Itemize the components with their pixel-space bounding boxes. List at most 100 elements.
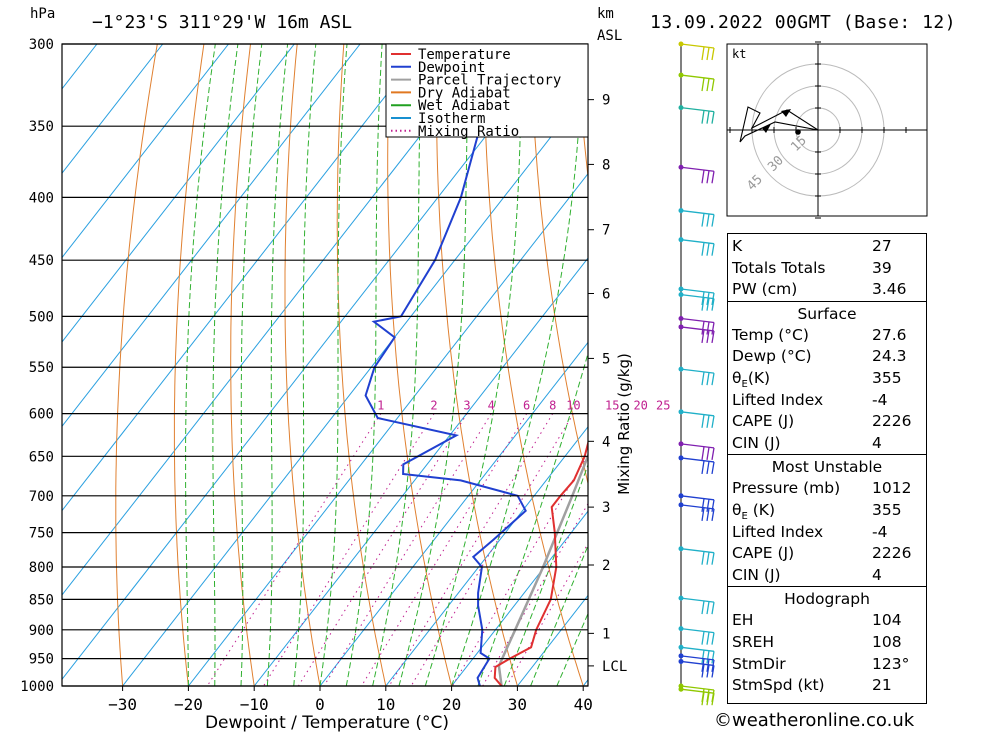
wind-barb — [678, 658, 715, 678]
mu-pressure-label: Pressure (mb) — [732, 479, 841, 498]
wet-adiabat-line — [240, 44, 263, 686]
pressure-tick-label: 350 — [29, 119, 54, 135]
height-tick-label: 4 — [602, 434, 610, 450]
wind-barb-flag — [701, 498, 705, 512]
temperature-tick-label: 0 — [315, 695, 325, 714]
mixing-ratio-line — [388, 413, 554, 686]
wind-barb-flag — [711, 322, 715, 335]
isotherm-line — [62, 44, 164, 174]
wind-barb-flag — [701, 213, 705, 227]
hodograph-unit-label: kt — [732, 47, 746, 61]
wind-barb-flag — [701, 329, 705, 344]
mixing-ratio-label: 10 — [566, 399, 580, 413]
wind-barb — [678, 324, 715, 344]
wind-barb-flag — [711, 47, 715, 61]
pressure-tick-label: 800 — [29, 560, 54, 576]
wind-barb-flag — [706, 508, 710, 521]
legend-label: Mixing Ratio — [418, 124, 519, 140]
wet-adiabat-line — [185, 44, 216, 686]
wind-barb-flag — [701, 460, 705, 475]
wind-barb — [678, 502, 715, 521]
indices-section: K 27 Totals Totals 39 PW (cm) 3.46 — [728, 234, 926, 301]
eh-label: EH — [732, 611, 754, 630]
mixing-ratio-label: 6 — [523, 399, 530, 413]
wind-barb-flag — [706, 499, 710, 512]
legend-label: Dewpoint — [418, 60, 485, 76]
legend-label: Dry Adiabat — [418, 85, 511, 101]
wind-barb-flag — [711, 298, 715, 311]
wind-barb-flag — [706, 330, 710, 344]
wind-barb — [678, 441, 715, 460]
pressure-tick-label: 650 — [29, 449, 54, 465]
wind-barb-flag — [711, 632, 715, 645]
wind-barb-staff — [680, 597, 715, 603]
wind-barb-flag — [711, 693, 715, 706]
eh-value: 104 — [872, 611, 902, 630]
isotherm-line — [62, 44, 493, 596]
wind-barb-flag — [701, 297, 705, 311]
isotherm-line — [188, 172, 588, 686]
wind-barb-staff — [680, 411, 715, 417]
pressure-tick-label: 850 — [29, 592, 54, 608]
wind-barb-flag — [701, 77, 705, 92]
copyright-link[interactable]: ©weatheronline.co.uk — [714, 710, 915, 731]
dry-adiabat-line — [576, 44, 588, 181]
asl-unit-label: ASL — [597, 28, 622, 44]
wind-barb — [678, 626, 715, 645]
hodograph-title: Hodograph — [784, 590, 870, 609]
stmspd-label: StmSpd (kt) — [732, 676, 825, 695]
wind-barb-flag — [701, 691, 705, 706]
wind-barb-flag — [711, 552, 715, 565]
height-tick-label: LCL — [602, 659, 627, 675]
wind-barb-flag — [706, 552, 710, 565]
height-tick-label: 3 — [602, 500, 610, 516]
mu-cin-value: 4 — [872, 565, 882, 584]
wind-barb — [678, 105, 715, 124]
surface-li-label: Lifted Index — [732, 390, 824, 409]
wet-adiabat-line — [503, 463, 588, 686]
hodograph-arrow — [762, 124, 771, 133]
mixing-ratio-line — [361, 413, 528, 686]
dry-adiabat-line — [173, 44, 205, 686]
wind-barb-staff — [680, 504, 715, 510]
wind-barb-flag — [706, 447, 710, 460]
mixing-ratio-label: 8 — [549, 399, 556, 413]
wet-adiabat-line — [293, 44, 317, 686]
surface-section: Surface Temp (°C) 27.6 Dewp (°C) 24.3 θE(K… — [728, 300, 926, 455]
surface-cape-value: 2226 — [872, 412, 912, 431]
wind-barb-staff — [680, 288, 715, 294]
isotherm-line — [122, 88, 588, 686]
legend-frame — [385, 43, 589, 138]
wind-barb-flag — [706, 692, 710, 706]
wind-barb-staff — [680, 368, 715, 374]
wet-adiabat-line — [477, 351, 588, 686]
wind-barb-staff — [680, 443, 715, 449]
mixing-ratio-label: 15 — [605, 399, 619, 413]
isotherm-line — [62, 44, 295, 343]
wind-barb-flag — [711, 447, 715, 460]
wind-barb-flag — [706, 170, 710, 184]
wind-barb-flag — [711, 78, 715, 92]
totals-totals-label: Totals Totals — [732, 258, 826, 277]
pressure-tick-label: 500 — [29, 309, 54, 325]
k-index-label: K — [732, 237, 743, 255]
wind-barb-staff — [680, 317, 715, 324]
mu-theta-value: 355 — [872, 500, 902, 519]
hodograph-section: Hodograph EH 104 SREH 108 StmDir 123° StmSp… — [728, 586, 926, 696]
surface-temp-label: Temp (°C) — [732, 325, 809, 344]
dry-adiabat-line — [941, 7, 1000, 696]
wind-barb-flag — [701, 414, 705, 428]
wind-barb — [678, 164, 715, 184]
isotherm-line — [62, 44, 229, 259]
pressure-tick-label: 400 — [29, 190, 54, 206]
mixing-ratio-label: 20 — [633, 399, 647, 413]
mixing-ratio-label: 25 — [656, 399, 670, 413]
surface-dewp-label: Dewp (°C) — [732, 347, 812, 366]
isotherm-line — [253, 257, 588, 686]
dry-adiabat-line — [336, 44, 387, 686]
temperature-tick-label: −30 — [108, 695, 137, 714]
isotherm-line — [451, 510, 588, 686]
parcel-trajectory-line — [497, 452, 588, 686]
